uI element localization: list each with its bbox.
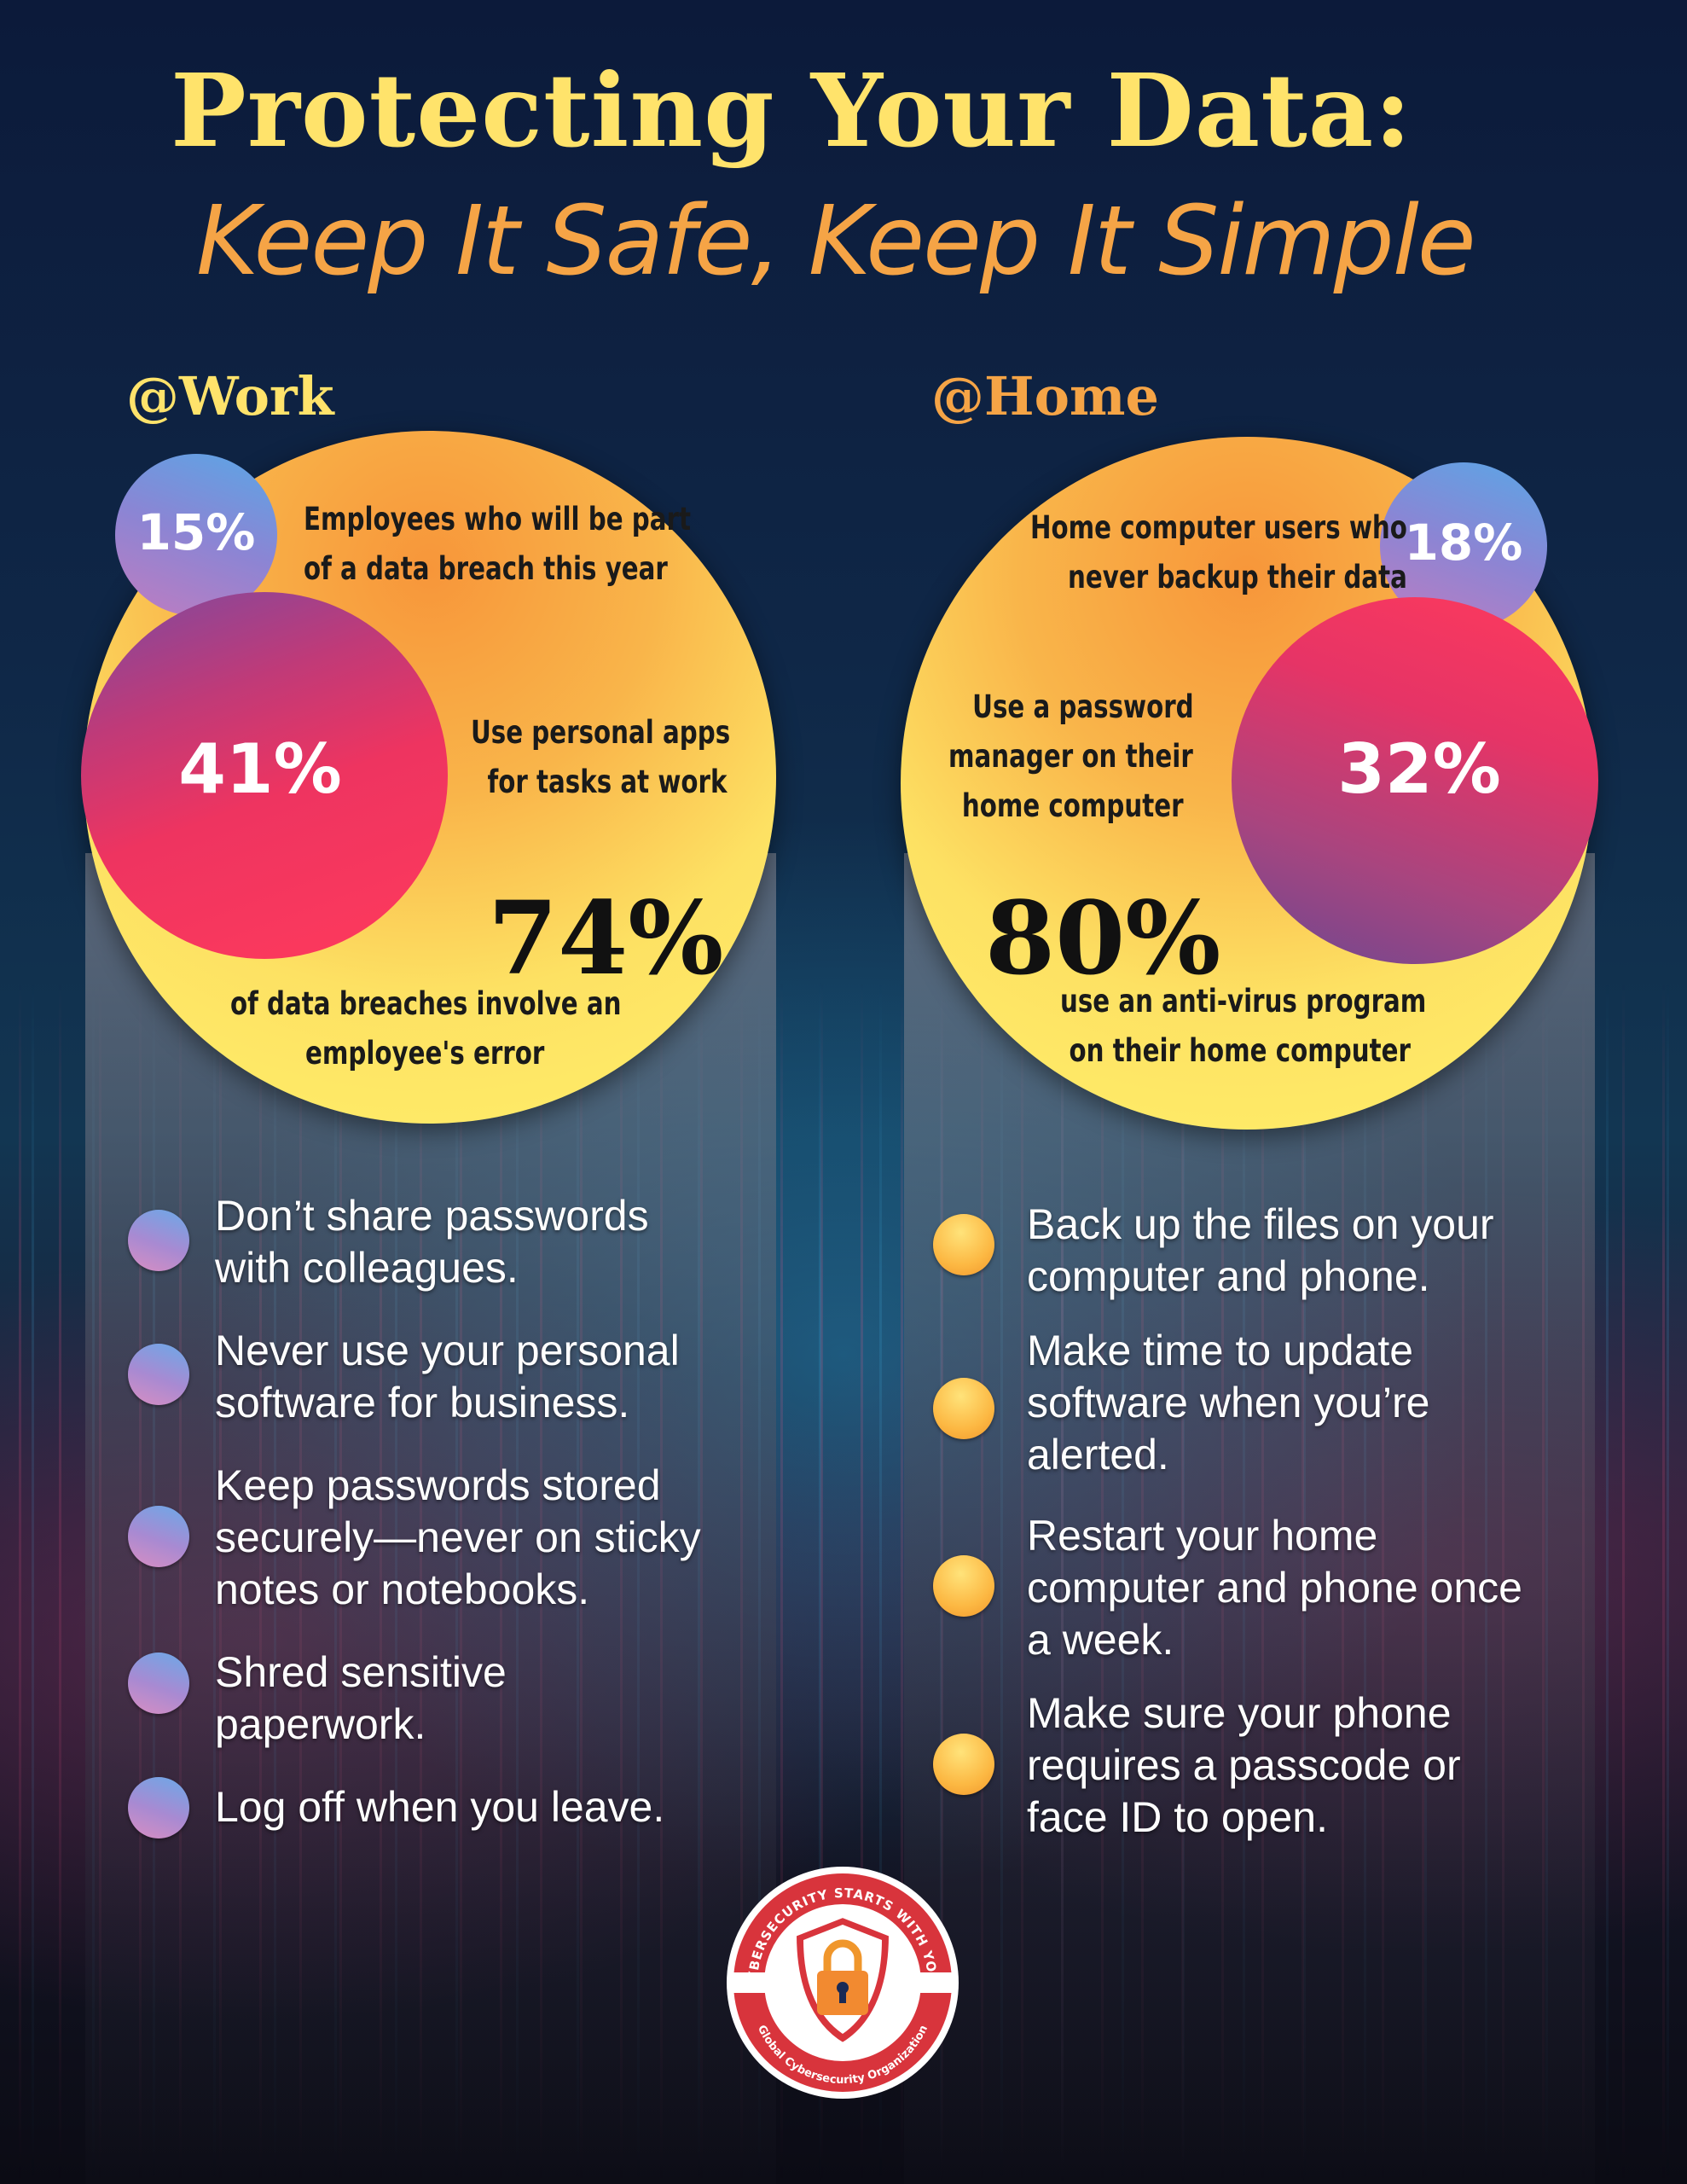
home-80-pct: 80% xyxy=(985,879,1221,997)
work-tip-bullet-icon xyxy=(128,1653,189,1714)
page-title: Protecting Your Data: xyxy=(171,51,1412,170)
home-32-pct: 32% xyxy=(1337,729,1501,809)
work-74-pct: 74% xyxy=(488,879,724,997)
page-subtitle: Keep It Safe, Keep It Simple xyxy=(196,186,1476,297)
home-32-circle xyxy=(1232,597,1598,964)
home-tip-bullet-icon xyxy=(933,1378,994,1439)
work-41-label: Use personal apps for tasks at work xyxy=(471,714,731,800)
home-32-label: Use a password manager on their home com… xyxy=(948,688,1194,824)
work-15-pct: 15% xyxy=(136,503,256,561)
home-tip-bullet-icon xyxy=(933,1734,994,1795)
work-tip-bullet-icon xyxy=(128,1210,189,1271)
work-heading: @Work xyxy=(126,365,334,427)
home-18-label: Home computer users who never backup the… xyxy=(1030,509,1407,595)
work-tip-bullet-icon xyxy=(128,1777,189,1838)
work-tip-3: Keep passwords stored securely—never on s… xyxy=(215,1461,701,1613)
home-tip-3: Restart your home computer and phone once… xyxy=(1027,1512,1522,1664)
home-tip-bullet-icon xyxy=(933,1555,994,1617)
home-heading: @Home xyxy=(931,365,1159,427)
work-tip-bullet-icon xyxy=(128,1344,189,1405)
work-tip-bullet-icon xyxy=(128,1506,189,1567)
work-tip-4: Shred sensitive paperwork. xyxy=(215,1648,507,1748)
work-74-label: of data breaches involve an employee's e… xyxy=(230,985,622,1072)
work-tip-1: Don’t share passwords with colleagues. xyxy=(215,1192,649,1292)
work-15-label: Employees who will be part of a data bre… xyxy=(304,501,691,587)
home-18-pct: 18% xyxy=(1404,514,1523,572)
home-tip-4: Make sure your phone requires a passcode … xyxy=(1027,1689,1461,1841)
work-15-bubble xyxy=(115,454,277,616)
home-tip-2: Make time to update software when you’re a… xyxy=(1027,1327,1430,1478)
home-80-label: use an anti-virus program on their home … xyxy=(1060,983,1427,1069)
shield-lock-icon xyxy=(792,1914,893,2047)
home-tip-bullet-icon xyxy=(933,1214,994,1275)
cybersecurity-badge-logo: CYBERSECURITY STARTS WITH YOU! Global Cy… xyxy=(723,1863,959,2099)
work-41-circle xyxy=(81,592,448,959)
work-tip-5: Log off when you leave. xyxy=(215,1783,665,1831)
work-41-pct: 41% xyxy=(178,729,342,809)
home-tip-1: Back up the files on your computer and ph… xyxy=(1027,1200,1494,1300)
work-tip-2: Never use your personal software for busi… xyxy=(215,1327,680,1426)
